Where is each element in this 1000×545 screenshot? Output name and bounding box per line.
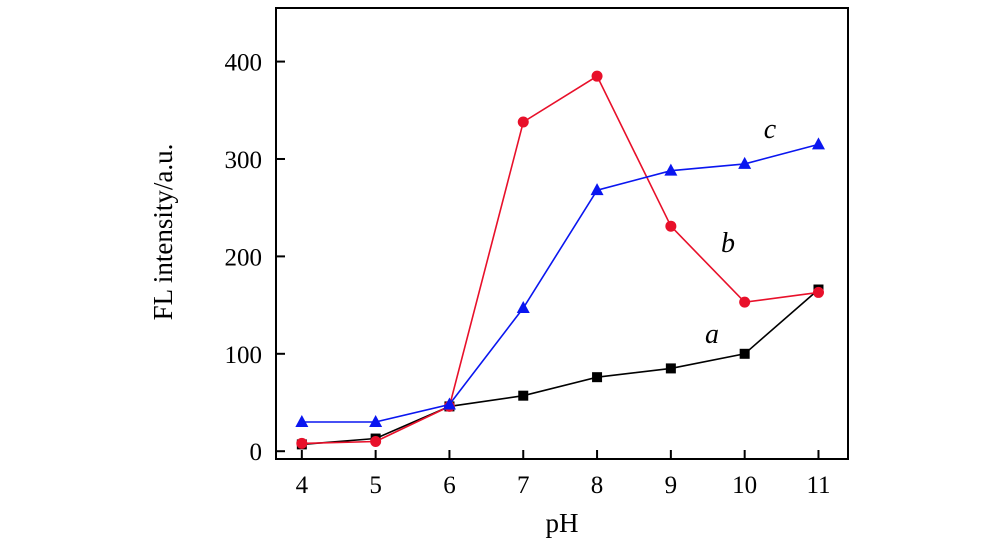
- y-tick-label: 0: [250, 439, 263, 466]
- series-b-point: [812, 286, 824, 298]
- series-a-label: a: [705, 319, 719, 350]
- y-tick-label: 400: [225, 50, 263, 77]
- series-a-line: [301, 288, 820, 446]
- y-axis-title: FL intensity/a.u.: [148, 144, 178, 321]
- series-a-point: [739, 348, 750, 359]
- x-tick-label: 7: [517, 472, 530, 499]
- series-a-point: [592, 372, 603, 383]
- y-tick-label: 300: [225, 147, 263, 174]
- x-tick-label: 5: [369, 472, 382, 499]
- series-c-point: [442, 397, 456, 410]
- series-c-point: [811, 137, 825, 150]
- x-tick-label: 6: [443, 472, 456, 499]
- series-b-line: [301, 75, 819, 445]
- series-c-point: [664, 163, 678, 176]
- series-b-point: [665, 220, 677, 232]
- series-c-line: [301, 143, 819, 423]
- series-c-point: [516, 301, 530, 314]
- series-b-point: [296, 437, 308, 449]
- x-tick-label: 9: [665, 472, 678, 499]
- series-b-label: b: [721, 228, 735, 259]
- y-tick-label: 100: [225, 342, 263, 369]
- series-c-point: [295, 414, 309, 427]
- series-c-point: [738, 156, 752, 169]
- series-b-point: [591, 70, 603, 82]
- x-tick-label: 8: [591, 472, 604, 499]
- x-tick-label: 4: [296, 472, 309, 499]
- series-b-point: [517, 116, 529, 128]
- series-a-point: [518, 390, 529, 401]
- x-tick-label: 10: [732, 472, 757, 499]
- series-c-point: [369, 414, 383, 427]
- plot-frame: [275, 7, 849, 460]
- series-b-point: [739, 296, 751, 308]
- x-tick-label: 11: [806, 472, 830, 499]
- series-a-point: [665, 363, 676, 374]
- x-axis-title: pH: [546, 508, 579, 538]
- series-b-point: [370, 435, 382, 447]
- series-c-point: [590, 183, 604, 196]
- y-tick-label: 200: [225, 244, 263, 271]
- series-c-label: c: [764, 114, 777, 145]
